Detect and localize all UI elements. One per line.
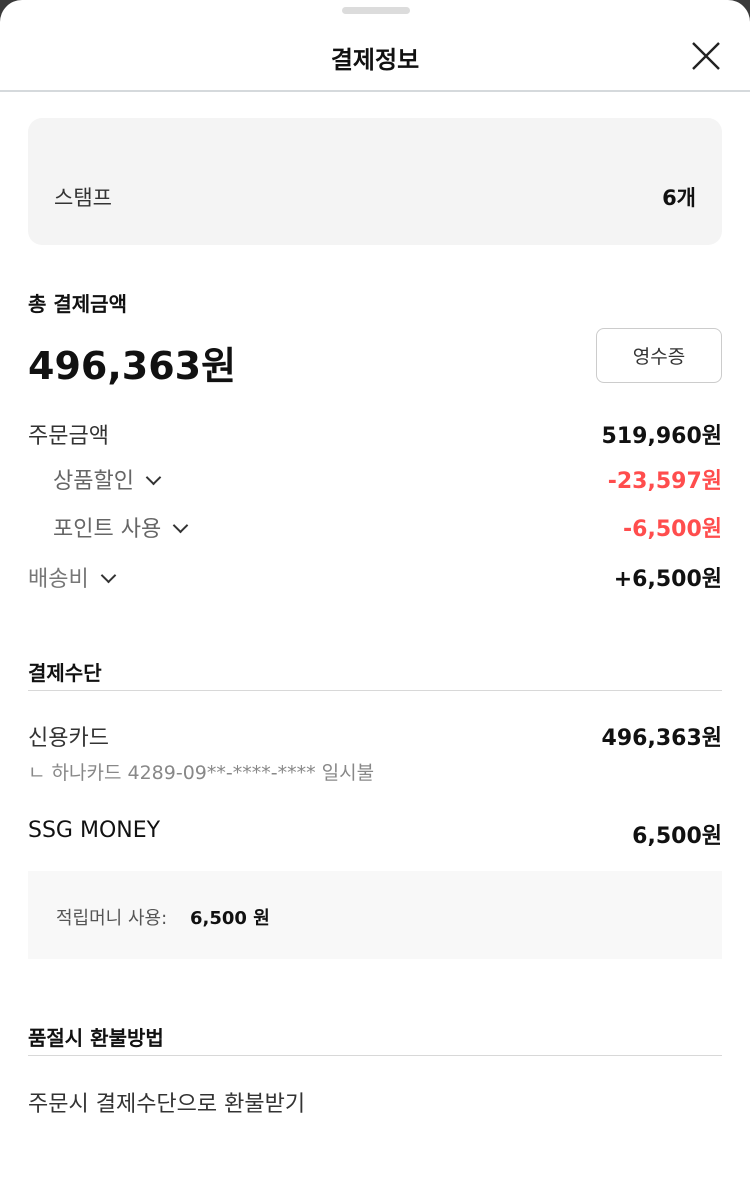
total-label: 총 결제금액 <box>28 292 127 316</box>
chevron-down-icon <box>172 517 189 534</box>
refund-method-title: 품절시 환불방법 <box>28 1026 164 1050</box>
shipping-row[interactable]: 배송비 +6,500원 <box>28 561 722 593</box>
credit-card-label: 신용카드 <box>28 726 109 751</box>
stamp-panel: 스탬프 6개 <box>28 118 722 245</box>
divider <box>28 690 722 691</box>
ssg-money-detail-box: 적립머니 사용: 6,500 원 <box>28 871 722 959</box>
drag-handle[interactable] <box>342 7 410 14</box>
credit-card-row: 신용카드 496,363원 <box>28 720 722 751</box>
point-use-label: 포인트 사용 <box>53 517 162 542</box>
payment-method-title: 결제수단 <box>28 661 102 685</box>
stamp-value: 6개 <box>662 186 696 210</box>
card-detail: ㄴ 하나카드 4289-09**-****-**** 일시불 <box>28 762 375 784</box>
header: 결제정보 <box>0 22 750 92</box>
order-amount-label: 주문금액 <box>28 424 109 449</box>
shipping-toggle[interactable]: 배송비 <box>28 561 117 593</box>
page-title: 결제정보 <box>330 46 420 74</box>
reward-money-value: 6,500 원 <box>190 908 270 929</box>
product-discount-row[interactable]: 상품할인 -23,597원 <box>28 463 722 495</box>
chevron-down-icon <box>145 469 162 486</box>
point-use-row[interactable]: 포인트 사용 -6,500원 <box>28 511 722 543</box>
credit-card-amount: 496,363원 <box>601 726 722 751</box>
refund-method-text: 주문시 결제수단으로 환불받기 <box>28 1092 306 1117</box>
product-discount-toggle[interactable]: 상품할인 <box>53 463 162 495</box>
shipping-label: 배송비 <box>28 567 89 592</box>
point-use-toggle[interactable]: 포인트 사용 <box>53 511 189 543</box>
order-amount-value: 519,960원 <box>601 424 722 449</box>
shipping-value: +6,500원 <box>613 567 722 592</box>
reward-money-label: 적립머니 사용: <box>56 908 168 929</box>
close-icon[interactable] <box>690 40 722 72</box>
total-amount: 496,363원 <box>28 344 237 388</box>
order-amount-row: 주문금액 519,960원 <box>28 418 722 449</box>
receipt-button[interactable]: 영수증 <box>596 328 722 383</box>
point-use-value: -6,500원 <box>623 517 722 542</box>
stamp-label: 스탬프 <box>54 186 112 210</box>
chevron-down-icon <box>100 567 117 584</box>
ssg-money-amount: 6,500원 <box>632 824 722 849</box>
product-discount-value: -23,597원 <box>607 469 722 494</box>
product-discount-label: 상품할인 <box>53 469 134 494</box>
ssg-money-label: SSG MONEY <box>28 818 161 843</box>
ssg-money-row: SSG MONEY 6,500원 <box>28 818 722 849</box>
divider <box>28 1055 722 1056</box>
